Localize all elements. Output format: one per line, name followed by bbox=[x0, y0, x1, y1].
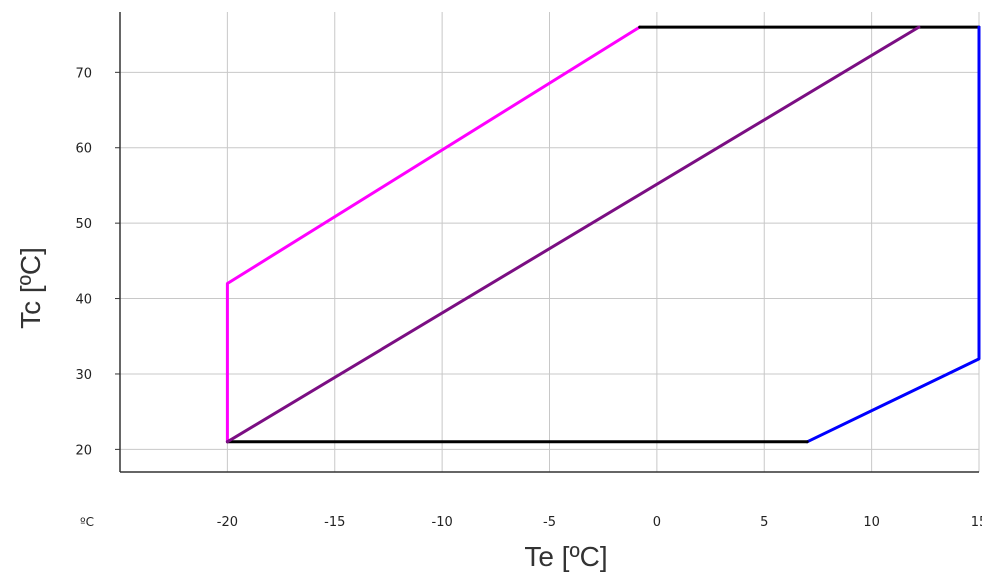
series-group bbox=[225, 25, 981, 444]
y-tick-label: 60 bbox=[75, 142, 92, 157]
y-axis-title: Tc [ºC] bbox=[15, 247, 46, 329]
labels: Te [ºC] Tc [ºC] ºC -20 -15 -10 -5 0 5 10 15 20 30… bbox=[15, 66, 982, 572]
axes bbox=[115, 12, 979, 473]
y-tick-label: 40 bbox=[75, 293, 92, 308]
x-tick-label: 15 bbox=[971, 515, 982, 530]
x-tick-label: -15 bbox=[324, 515, 345, 530]
x-tick-label: 0 bbox=[653, 515, 661, 530]
y-tick-label: 70 bbox=[75, 66, 92, 81]
y-tick-label: 30 bbox=[75, 368, 92, 383]
x-unit-label: ºC bbox=[80, 515, 94, 529]
series-line-4 bbox=[225, 25, 921, 444]
x-tick-label: 10 bbox=[863, 515, 880, 530]
x-tick-label: 5 bbox=[760, 515, 768, 530]
x-tick-label: -20 bbox=[217, 515, 238, 530]
x-tick-label: -10 bbox=[432, 515, 453, 530]
series-line-2 bbox=[805, 25, 981, 444]
y-tick-label: 50 bbox=[75, 217, 92, 232]
x-tick-label: -5 bbox=[543, 515, 556, 530]
grid bbox=[120, 12, 980, 472]
y-tick-label: 20 bbox=[75, 443, 92, 458]
series-line-0 bbox=[225, 25, 642, 444]
x-axis-title: Te [ºC] bbox=[524, 541, 607, 572]
